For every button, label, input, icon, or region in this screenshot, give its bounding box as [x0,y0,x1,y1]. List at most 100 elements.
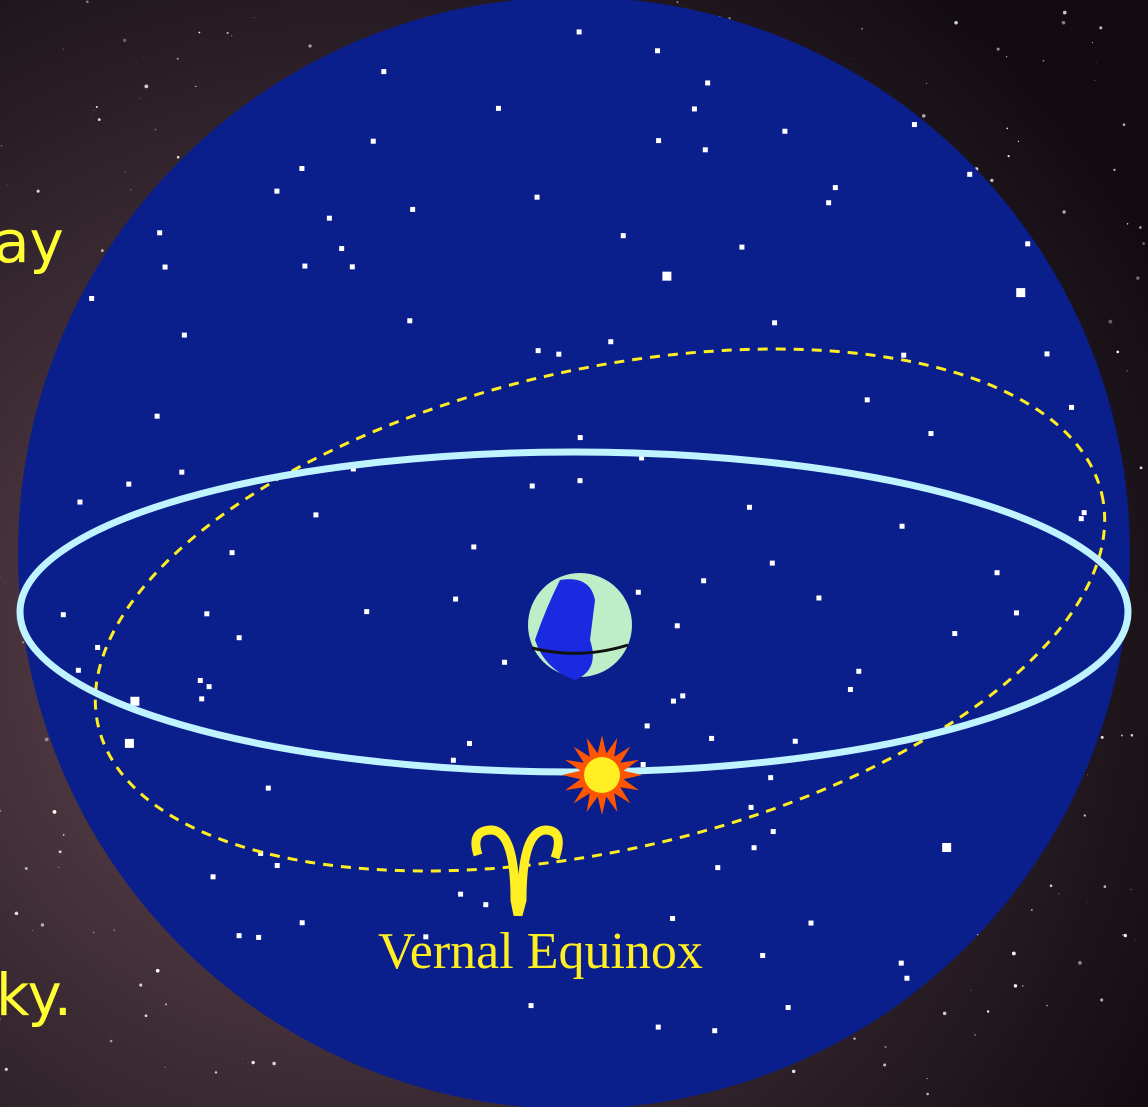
star [25,867,28,870]
star [144,84,148,88]
star [529,1003,534,1008]
star [771,829,776,834]
star [1084,814,1086,816]
star [16,620,17,621]
star [407,318,412,323]
star [177,156,180,159]
star [1025,241,1030,246]
star [1135,939,1136,940]
star [974,1034,976,1036]
star [942,843,951,852]
star [302,264,307,269]
star [157,230,162,235]
star [1082,510,1087,515]
sun [562,735,642,815]
star [92,119,93,120]
star [1016,288,1025,297]
star [451,758,456,763]
star [140,98,141,99]
side-text: ay [0,208,64,276]
star [1045,351,1050,356]
star [1078,961,1082,965]
star [299,166,304,171]
star [1092,42,1093,43]
star [364,609,369,614]
star [997,48,1000,51]
star [922,114,926,118]
star [86,0,89,3]
star [123,39,126,42]
star [179,470,184,475]
page: Vernal Equinox ay ky. (() => { const dat… [0,0,1148,1107]
star [1131,734,1134,737]
star [670,916,675,921]
star [1116,351,1119,354]
star [155,414,160,419]
star [1099,26,1102,29]
star [1008,155,1010,157]
star [1006,128,1008,130]
star [1142,242,1145,245]
star [692,106,697,111]
star [1094,80,1095,81]
star [1058,893,1059,894]
star [556,352,561,357]
side-text: ky. [0,961,72,1029]
star [662,272,671,281]
star [1121,734,1123,736]
star [677,1,679,3]
star [952,631,957,636]
star [675,623,680,628]
star [792,1070,795,1073]
star [577,478,582,483]
star [853,1037,855,1039]
star [144,57,145,58]
star [1101,736,1104,739]
star [125,739,134,748]
star [535,195,540,200]
star [701,578,706,583]
star [715,865,720,870]
star [671,699,676,704]
star [853,58,854,59]
star [130,189,131,190]
star [943,1012,947,1016]
star [990,179,993,182]
star [656,138,661,143]
star [1122,934,1123,935]
star [215,1071,217,1073]
star [655,48,660,53]
star [308,44,311,47]
star [300,920,305,925]
star [749,805,754,810]
star [242,1058,243,1059]
star [251,1061,254,1064]
star [207,684,212,689]
star [1087,774,1088,775]
star [1043,60,1045,62]
star [578,435,583,440]
star [53,810,57,814]
star [195,86,196,87]
star [98,118,101,121]
star [995,570,1000,575]
star [41,923,44,926]
star [954,21,958,25]
star [483,902,488,907]
star [987,1010,989,1012]
star [703,147,708,152]
star [37,190,40,193]
star [155,129,157,131]
star [901,353,906,358]
star [1018,141,1019,142]
star [816,595,821,600]
star [1087,902,1088,903]
star [182,333,187,338]
star [1014,610,1019,615]
star [231,35,232,36]
star [928,431,933,436]
star [275,863,280,868]
star [1104,885,1107,888]
star [747,505,752,510]
star [5,1068,8,1071]
